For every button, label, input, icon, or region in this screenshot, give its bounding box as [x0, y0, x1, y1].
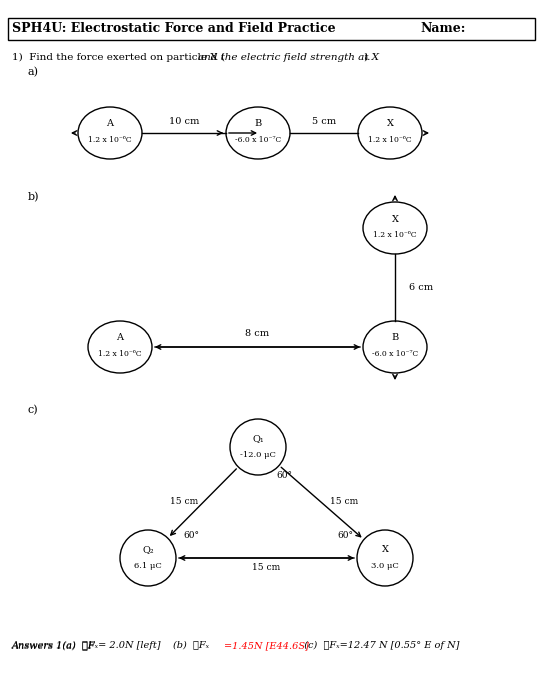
- Text: X: X: [382, 545, 388, 554]
- Text: Q₂: Q₂: [142, 545, 154, 554]
- Text: -6.0 x 10⁻⁷C: -6.0 x 10⁻⁷C: [372, 350, 418, 358]
- Text: =1.45N [E44.6S]: =1.45N [E44.6S]: [224, 641, 309, 650]
- Circle shape: [120, 530, 176, 586]
- Text: 60°: 60°: [337, 531, 353, 540]
- Ellipse shape: [358, 107, 422, 159]
- Text: 60°: 60°: [183, 531, 199, 540]
- Text: 3.0 μC: 3.0 μC: [371, 562, 399, 570]
- Ellipse shape: [88, 321, 152, 373]
- Ellipse shape: [78, 107, 142, 159]
- Text: 1)  Find the force exerted on particle X (: 1) Find the force exerted on particle X …: [12, 53, 225, 62]
- Text: Answers 1(a)  ⃗F: Answers 1(a) ⃗F: [12, 641, 96, 650]
- Text: a): a): [28, 67, 39, 77]
- Text: Name:: Name:: [420, 22, 465, 36]
- Text: 5 cm: 5 cm: [312, 118, 336, 127]
- Text: 1.2 x 10⁻⁶C: 1.2 x 10⁻⁶C: [373, 231, 417, 239]
- Text: c): c): [28, 405, 39, 415]
- Text: -12.0 μC: -12.0 μC: [240, 451, 276, 459]
- Text: -6.0 x 10⁻⁷C: -6.0 x 10⁻⁷C: [235, 136, 281, 144]
- Ellipse shape: [226, 107, 290, 159]
- Text: 6 cm: 6 cm: [409, 283, 433, 292]
- Text: B: B: [392, 333, 399, 342]
- Text: and the electric field strength at X: and the electric field strength at X: [198, 53, 379, 62]
- Circle shape: [230, 419, 286, 475]
- Text: 6.1 μC: 6.1 μC: [134, 562, 162, 570]
- Text: SPH4U: Electrostatic Force and Field Practice: SPH4U: Electrostatic Force and Field Pra…: [12, 22, 336, 36]
- Text: 15 cm: 15 cm: [330, 498, 358, 507]
- Text: 60°: 60°: [276, 470, 292, 480]
- Text: 15 cm: 15 cm: [252, 563, 281, 572]
- Text: Answers 1(a)  ⃗Fₓ= 2.0N [left]    (b)  ⃗Fₓ: Answers 1(a) ⃗Fₓ= 2.0N [left] (b) ⃗Fₓ: [12, 641, 210, 650]
- Ellipse shape: [363, 202, 427, 254]
- Text: A: A: [117, 333, 123, 342]
- Text: 15 cm: 15 cm: [170, 498, 198, 507]
- Text: B: B: [254, 120, 262, 129]
- Text: 8 cm: 8 cm: [245, 330, 269, 339]
- Text: (c)  ⃗Fₓ=12.47 N [0.55° E of N]: (c) ⃗Fₓ=12.47 N [0.55° E of N]: [298, 641, 459, 650]
- Text: X: X: [387, 120, 394, 129]
- Text: Q₁: Q₁: [252, 435, 264, 444]
- Text: X: X: [392, 214, 399, 223]
- Text: 1.2 x 10⁻⁶C: 1.2 x 10⁻⁶C: [88, 136, 132, 144]
- Text: 10 cm: 10 cm: [169, 118, 199, 127]
- Text: 1.2 x 10⁻⁶C: 1.2 x 10⁻⁶C: [368, 136, 412, 144]
- Circle shape: [357, 530, 413, 586]
- Text: b): b): [28, 192, 40, 202]
- Bar: [8, 18, 535, 40]
- Text: A: A: [106, 120, 113, 129]
- Ellipse shape: [363, 321, 427, 373]
- Text: 1.2 x 10⁻⁶C: 1.2 x 10⁻⁶C: [98, 350, 142, 358]
- Text: ).: ).: [363, 53, 370, 62]
